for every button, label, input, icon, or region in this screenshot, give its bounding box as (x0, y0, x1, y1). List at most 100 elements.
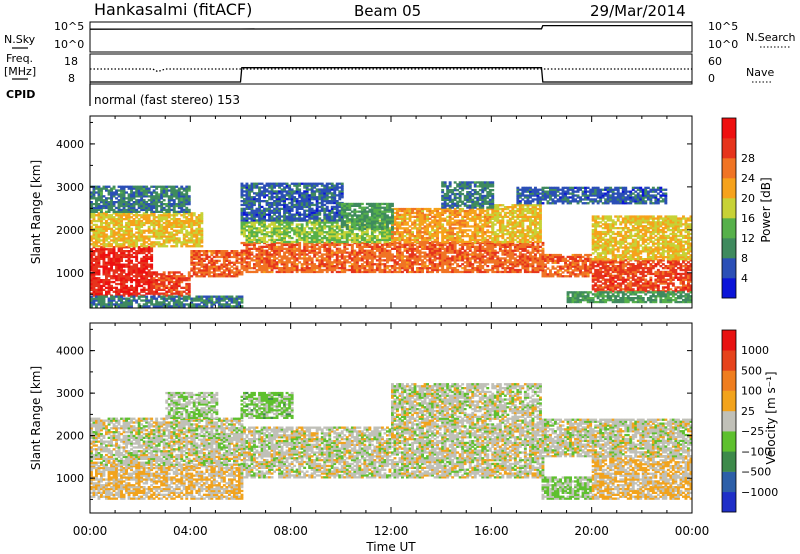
power-cell (112, 277, 116, 280)
power-cell (614, 267, 618, 270)
power-cell (233, 250, 236, 253)
power-cell (122, 243, 126, 246)
power-cell (162, 243, 166, 246)
power-cell (611, 280, 615, 283)
power-cell (486, 270, 490, 274)
power-cell (391, 270, 394, 274)
power-cell (157, 245, 161, 248)
power-cell (350, 233, 354, 236)
power-cell (358, 235, 362, 238)
power-cell (215, 250, 219, 253)
power-cell (463, 221, 467, 224)
power-cell (122, 280, 126, 284)
power-cell (626, 286, 630, 289)
power-cell (310, 257, 314, 260)
power-cell (187, 219, 191, 223)
power-cell (661, 288, 665, 291)
power-cell (594, 274, 598, 277)
power-cell (518, 261, 522, 264)
power-cell (579, 255, 582, 259)
power-cell (398, 268, 402, 272)
power-cell (451, 231, 455, 234)
power-cell (579, 271, 582, 274)
power-cell (664, 278, 668, 281)
power-cell (391, 243, 394, 247)
power-cell (353, 259, 357, 262)
power-cell (285, 223, 289, 226)
power-cell (448, 263, 452, 266)
power-cell (581, 255, 585, 259)
power-cell (473, 233, 477, 236)
power-cell (463, 251, 467, 254)
power-cell (245, 268, 249, 272)
power-cell (682, 280, 685, 283)
power-cell (381, 233, 384, 236)
power-cell (330, 268, 334, 272)
power-cell (192, 261, 196, 264)
power-cell (197, 275, 201, 278)
power-cell (245, 225, 249, 228)
power-cell (370, 253, 374, 256)
power-cell (250, 270, 254, 274)
power-cell (571, 261, 575, 264)
power-cell (687, 274, 690, 277)
power-cell (102, 243, 106, 246)
power-cell (473, 245, 477, 248)
power-cell (466, 215, 470, 218)
power-cell (170, 279, 174, 282)
power-cell (381, 263, 384, 266)
power-cell (102, 280, 106, 284)
power-cell (120, 221, 123, 225)
power-cell (411, 211, 414, 215)
power-cell (285, 257, 289, 260)
power-cell (155, 273, 159, 276)
power-cell (666, 265, 670, 268)
power-cell (486, 209, 490, 213)
power-cell (381, 229, 384, 232)
power-cell (355, 268, 359, 272)
power-cell (200, 235, 204, 238)
power-cell (554, 255, 557, 259)
power-cell (591, 265, 595, 268)
power-cell (586, 259, 590, 262)
power-cell (318, 251, 322, 254)
power-cell (335, 240, 339, 244)
power-cell (416, 227, 419, 230)
power-cell (448, 223, 452, 226)
power-cell (145, 275, 149, 278)
power-cell (177, 282, 181, 286)
power-cell (107, 245, 111, 248)
power-cell (365, 255, 369, 258)
power-cell (506, 255, 510, 258)
power-cell (456, 259, 460, 262)
power-cell (564, 261, 567, 264)
power-cell (401, 223, 404, 226)
power-cell (621, 263, 625, 266)
power-cell (433, 219, 437, 222)
power-cell (358, 257, 362, 260)
power-cell (280, 236, 284, 240)
power-cell (130, 216, 133, 219)
power-cell (265, 257, 269, 260)
power-cell (358, 243, 362, 247)
power-cell (606, 288, 610, 291)
power-cell (446, 268, 450, 272)
power-cell (268, 231, 271, 234)
power-cell (248, 240, 251, 244)
power-cell (212, 251, 216, 255)
power-cell (150, 214, 154, 217)
power-cell (478, 227, 482, 230)
power-cell (411, 263, 414, 266)
power-cell (273, 238, 276, 242)
power-cell (343, 270, 347, 274)
power-cell (258, 268, 261, 272)
power-cell (468, 229, 472, 232)
power-cell (684, 288, 688, 291)
power-cell (140, 231, 144, 234)
power-cell (125, 259, 128, 262)
power-cell (263, 235, 266, 238)
power-cell (305, 268, 309, 272)
power-cell (493, 259, 497, 262)
power-cell (574, 273, 577, 276)
power-cell (185, 231, 189, 234)
